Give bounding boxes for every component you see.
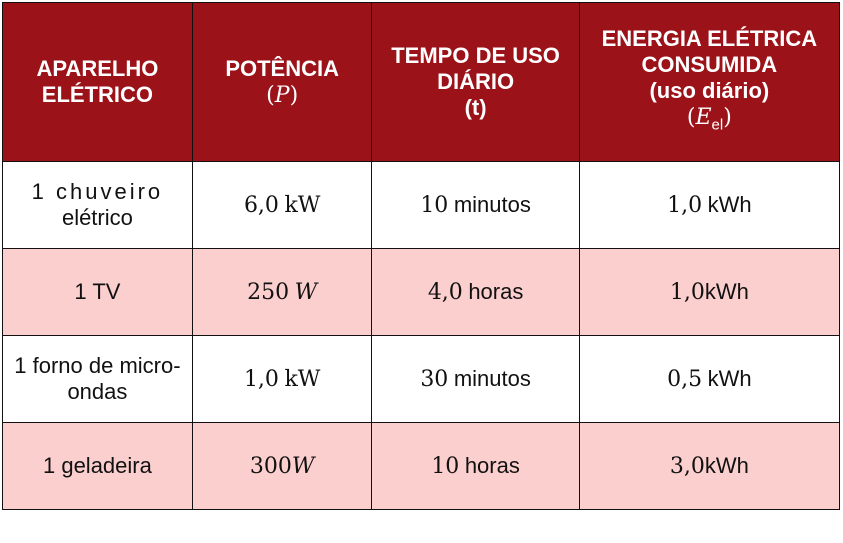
power-cell: 300W — [191, 422, 373, 510]
header-energy-line2: CONSUMIDA — [641, 51, 778, 77]
table-row: 1 forno de micro-ondas 1,0 kW 30 minutos… — [2, 335, 841, 423]
energy-cell: 1,0 kWh — [578, 161, 841, 249]
power-cell: 250 W — [191, 248, 373, 336]
energy-cell: 0,5 kWh — [578, 335, 841, 423]
energy-cell: 1,0kWh — [578, 248, 841, 336]
header-time-line2: DIÁRIO — [437, 69, 515, 94]
device-cell: 1 geladeira — [2, 422, 193, 510]
header-energy-symbol: (Eel) — [686, 104, 732, 134]
header-power-symbol: (P) — [266, 82, 299, 108]
power-cell: 1,0 kW — [191, 335, 373, 423]
device-cell: 1 TV — [2, 248, 193, 336]
energy-consumption-table: APARELHO ELÉTRICO POTÊNCIA (P) TEMPO DE … — [2, 2, 841, 510]
header-time-line1: TEMPO DE USO — [391, 43, 560, 68]
energy-cell: 3,0kWh — [578, 422, 841, 510]
header-device: APARELHO ELÉTRICO — [2, 2, 193, 162]
header-energy-line1: ENERGIA ELÉTRICA — [601, 25, 818, 51]
header-power: POTÊNCIA (P) — [191, 2, 373, 162]
header-row: APARELHO ELÉTRICO POTÊNCIA (P) TEMPO DE … — [2, 2, 841, 162]
time-cell: 30 minutos — [371, 335, 580, 423]
table-row: 1 TV 250 W 4,0 horas 1,0kWh — [2, 248, 841, 336]
time-cell: 10 minutos — [371, 161, 580, 249]
header-device-line1: APARELHO — [36, 56, 159, 81]
time-cell: 10 horas — [371, 422, 580, 510]
header-energy: ENERGIA ELÉTRICA CONSUMIDA (uso diário) … — [578, 2, 841, 162]
header-time-line3: (t) — [464, 95, 487, 120]
header-power-label: POTÊNCIA — [225, 55, 339, 81]
power-cell: 6,0 kW — [191, 161, 373, 249]
header-time: TEMPO DE USO DIÁRIO (t) — [371, 2, 580, 162]
header-device-line2: ELÉTRICO — [41, 82, 154, 107]
device-cell: 1 forno de micro-ondas — [2, 335, 193, 423]
table-row: 1 geladeira 300W 10 horas 3,0kWh — [2, 422, 841, 510]
time-cell: 4,0 horas — [371, 248, 580, 336]
table-row: 1 chuveiro elétrico 6,0 kW 10 minutos 1,0… — [2, 161, 841, 249]
header-energy-line3: (uso diário) — [649, 77, 770, 103]
device-cell: 1 chuveiro elétrico — [2, 161, 193, 249]
